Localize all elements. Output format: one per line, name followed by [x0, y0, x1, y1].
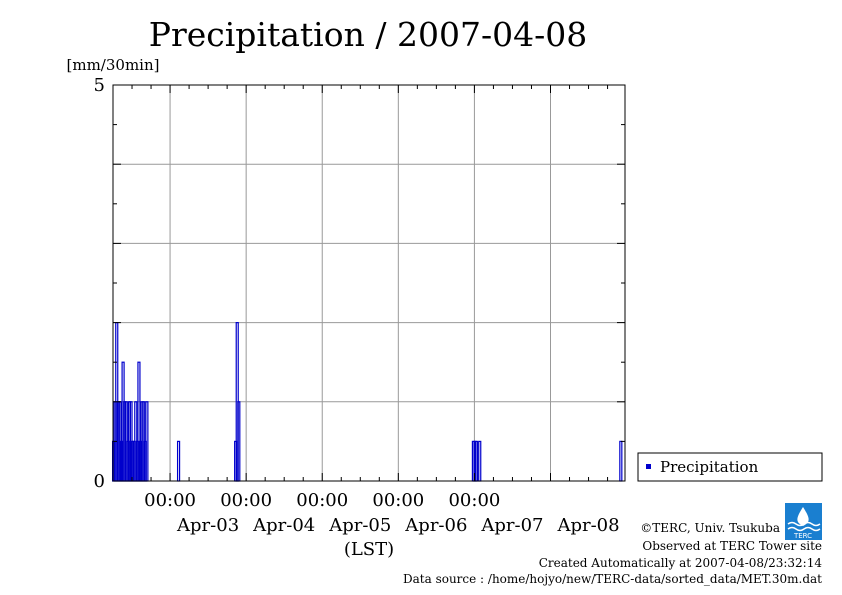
x-axis-label: (LST)	[344, 539, 394, 560]
grid-lines	[113, 85, 625, 481]
x-tick-label-time: 00:00	[372, 490, 424, 511]
precipitation-bar	[478, 440, 482, 482]
x-tick-label-date: Apr-08	[556, 515, 619, 536]
x-tick-label-date: Apr-06	[404, 515, 467, 536]
legend: Precipitation	[637, 452, 823, 482]
legend-swatch	[646, 464, 651, 469]
y-axis-label: [mm/30min]	[67, 56, 160, 74]
y-tick-label: 5	[94, 75, 105, 96]
data-source-text: Data source : /home/hojyo/new/TERC-data/…	[403, 572, 822, 586]
x-tick-label-date: Apr-07	[480, 515, 543, 536]
x-tick-label-time: 00:00	[296, 490, 348, 511]
x-tick-label-date: Apr-05	[328, 515, 391, 536]
x-tick-label-time: 00:00	[220, 490, 272, 511]
x-tick-label-date: Apr-03	[176, 515, 239, 536]
x-axis-ticks: 00:00 00:00 00:00 00:00 00:00 Apr-03 Apr-04 Apr…	[112, 85, 620, 536]
copyright-text: ©TERC, Univ. Tsukuba	[640, 521, 780, 535]
y-axis-ticks: 05	[94, 75, 625, 492]
created-text: Created Automatically at 2007-04-08/23:3…	[539, 556, 823, 570]
x-tick-label-date: Apr-04	[252, 515, 315, 536]
terc-logo: TERC	[785, 503, 822, 540]
precipitation-bar	[176, 440, 181, 482]
observed-text: Observed at TERC Tower site	[642, 539, 822, 553]
y-tick-label: 0	[94, 471, 105, 492]
precipitation-bar	[619, 440, 623, 482]
x-tick-label-time: 00:00	[144, 490, 196, 511]
x-tick-label-time: 00:00	[448, 490, 500, 511]
legend-entry-precipitation: Precipitation	[660, 458, 759, 476]
chart-title: Precipitation / 2007-04-08	[149, 15, 587, 54]
legend-box	[637, 452, 823, 482]
plot-frame	[112, 84, 626, 482]
logo-text: TERC	[793, 532, 812, 540]
